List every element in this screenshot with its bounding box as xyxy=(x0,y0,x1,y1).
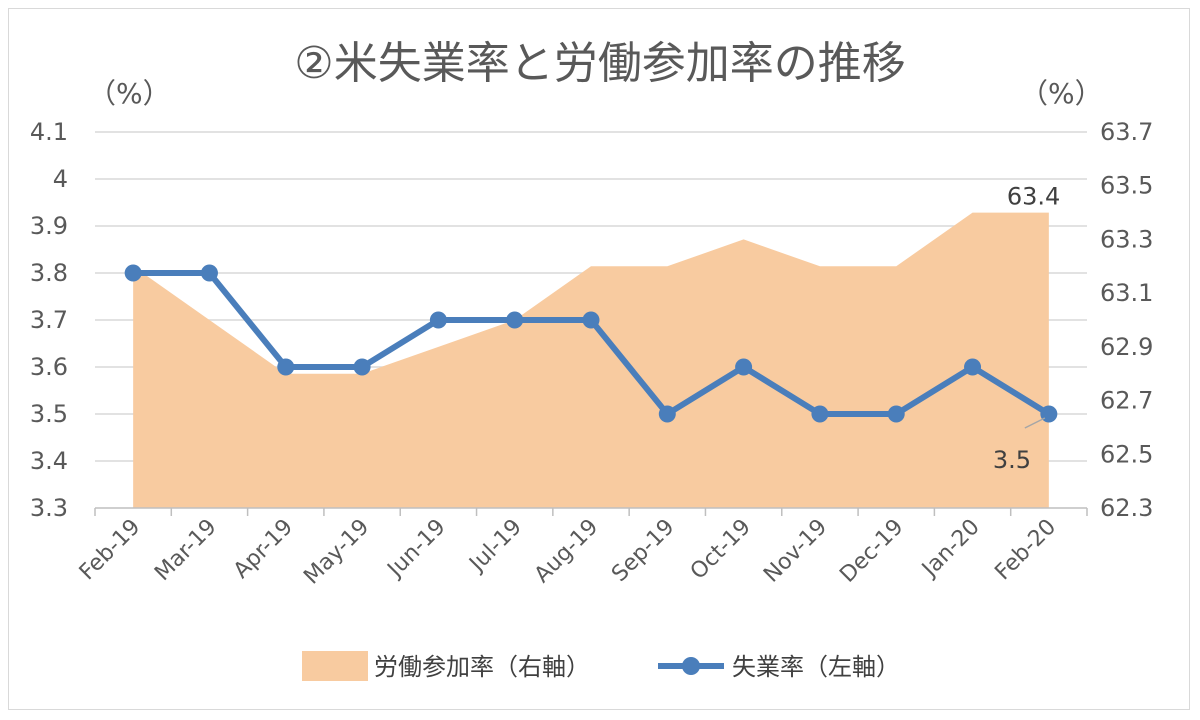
legend: 労働参加率（右軸） 失業率（左軸） xyxy=(302,651,900,681)
y-axis-labels: 3.3 3.4 3.5 3.6 3.7 3.8 3.9 4 4.1 62.3 62.5 62.7 62.… xyxy=(30,118,1154,522)
legend-label-unemployment: 失業率（左軸） xyxy=(732,653,900,681)
x-tick-label: Feb-20 xyxy=(990,515,1061,586)
unemployment-point xyxy=(964,358,982,376)
participation-area xyxy=(133,212,1049,509)
right-tick-label: 63.3 xyxy=(1100,225,1153,253)
left-tick-label: 3.4 xyxy=(30,447,68,475)
legend-swatch-marker xyxy=(682,657,700,675)
x-tick-label: Dec-19 xyxy=(835,515,908,588)
data-labels: 63.4 3.5 xyxy=(993,183,1060,474)
legend-label-participation: 労働参加率（右軸） xyxy=(374,653,590,681)
x-tick-label: Feb-19 xyxy=(75,515,146,586)
unemployment-point xyxy=(887,405,905,423)
unemployment-point xyxy=(811,405,829,423)
x-tick-label: Nov-19 xyxy=(759,515,832,588)
x-tick-label: Oct-19 xyxy=(686,515,756,585)
legend-swatch-participation xyxy=(302,651,368,681)
left-tick-label: 3.8 xyxy=(30,259,68,287)
left-tick-label: 3.5 xyxy=(30,400,68,428)
x-tick-label: Sep-19 xyxy=(607,515,679,587)
x-tick-label: Aug-19 xyxy=(530,515,603,588)
left-tick-label: 3.9 xyxy=(30,212,68,240)
left-tick-label: 3.7 xyxy=(30,306,68,334)
participation-area-series xyxy=(133,212,1049,509)
participation-end-label: 63.4 xyxy=(1007,183,1060,211)
x-tick-label: Jan-20 xyxy=(916,515,984,583)
unemployment-point xyxy=(124,264,142,282)
unemployment-point xyxy=(735,358,753,376)
right-tick-label: 62.7 xyxy=(1100,387,1153,415)
left-tick-label: 3.6 xyxy=(30,353,68,381)
unemployment-point xyxy=(277,358,295,376)
unemployment-point xyxy=(506,311,524,329)
unemployment-point xyxy=(200,264,218,282)
x-tick-label: Mar-19 xyxy=(150,515,221,586)
right-tick-label: 62.9 xyxy=(1100,333,1153,361)
unemployment-point xyxy=(1040,405,1058,423)
unemployment-end-label: 3.5 xyxy=(993,446,1031,474)
right-tick-label: 63.7 xyxy=(1100,118,1153,146)
right-tick-label: 62.3 xyxy=(1100,494,1153,522)
x-axis-labels: Feb-19 Mar-19 Apr-19 May-19 Jun-19 Jul-19 Aug-… xyxy=(75,515,1061,590)
x-axis xyxy=(94,507,1088,516)
right-axis-unit: （%） xyxy=(1020,77,1103,110)
left-tick-label: 4.1 xyxy=(30,118,68,146)
left-tick-label: 3.3 xyxy=(30,494,68,522)
data-label-leader xyxy=(1024,417,1046,429)
unemployment-line-series xyxy=(124,264,1058,423)
unemployment-point xyxy=(582,311,600,329)
chart-title: ②米失業率と労働参加率の推移 xyxy=(294,38,905,89)
x-tick-label: Apr-19 xyxy=(229,515,298,584)
unemployment-point xyxy=(353,358,371,376)
left-tick-label: 4 xyxy=(53,165,68,193)
x-tick-label: Jul-19 xyxy=(464,515,527,578)
right-tick-label: 62.5 xyxy=(1100,440,1153,468)
unemployment-point xyxy=(658,405,676,423)
left-axis-unit: （%） xyxy=(88,77,171,110)
right-tick-label: 63.1 xyxy=(1100,279,1153,307)
unemployment-point xyxy=(429,311,447,329)
right-tick-label: 63.5 xyxy=(1100,172,1153,200)
x-tick-label: Jun-19 xyxy=(382,515,451,584)
x-tick-label: May-19 xyxy=(299,515,374,590)
